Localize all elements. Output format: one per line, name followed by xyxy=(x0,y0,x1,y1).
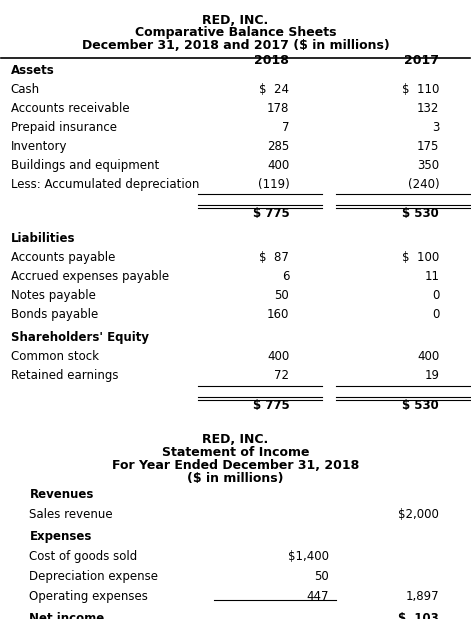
Text: 447: 447 xyxy=(307,590,329,603)
Text: Accrued expenses payable: Accrued expenses payable xyxy=(11,270,169,283)
Text: $  24: $ 24 xyxy=(260,83,289,96)
Text: Cost of goods sold: Cost of goods sold xyxy=(30,550,138,563)
Text: Sales revenue: Sales revenue xyxy=(30,508,113,521)
Text: 0: 0 xyxy=(432,308,439,321)
Text: $ 775: $ 775 xyxy=(252,399,289,412)
Text: 2018: 2018 xyxy=(254,54,289,67)
Text: 160: 160 xyxy=(267,308,289,321)
Text: 0: 0 xyxy=(432,289,439,302)
Text: $  103: $ 103 xyxy=(398,612,439,619)
Text: Retained earnings: Retained earnings xyxy=(11,370,118,383)
Text: Less: Accumulated depreciation: Less: Accumulated depreciation xyxy=(11,178,199,191)
Text: (119): (119) xyxy=(258,178,289,191)
Text: December 31, 2018 and 2017 ($ in millions): December 31, 2018 and 2017 ($ in million… xyxy=(81,39,390,52)
Text: Buildings and equipment: Buildings and equipment xyxy=(11,158,159,171)
Text: Depreciation expense: Depreciation expense xyxy=(30,570,158,583)
Text: Operating expenses: Operating expenses xyxy=(30,590,148,603)
Text: 400: 400 xyxy=(417,350,439,363)
Text: 350: 350 xyxy=(417,158,439,171)
Text: Liabilities: Liabilities xyxy=(11,232,75,245)
Text: 72: 72 xyxy=(274,370,289,383)
Text: 2017: 2017 xyxy=(404,54,439,67)
Text: 3: 3 xyxy=(432,121,439,134)
Text: Accounts payable: Accounts payable xyxy=(11,251,115,264)
Text: For Year Ended December 31, 2018: For Year Ended December 31, 2018 xyxy=(112,459,359,472)
Text: Cash: Cash xyxy=(11,83,40,96)
Text: $1,400: $1,400 xyxy=(288,550,329,563)
Text: Shareholders' Equity: Shareholders' Equity xyxy=(11,331,149,344)
Text: RED, INC.: RED, INC. xyxy=(203,433,268,446)
Text: $ 530: $ 530 xyxy=(402,399,439,412)
Text: Net income: Net income xyxy=(30,612,105,619)
Text: Revenues: Revenues xyxy=(30,488,94,501)
Text: 19: 19 xyxy=(424,370,439,383)
Text: RED, INC.: RED, INC. xyxy=(203,14,268,27)
Text: (240): (240) xyxy=(407,178,439,191)
Text: $ 530: $ 530 xyxy=(402,207,439,220)
Text: Accounts receivable: Accounts receivable xyxy=(11,102,130,115)
Text: ($ in millions): ($ in millions) xyxy=(187,472,284,485)
Text: Comparative Balance Sheets: Comparative Balance Sheets xyxy=(135,27,336,40)
Text: 285: 285 xyxy=(267,140,289,153)
Text: 50: 50 xyxy=(275,289,289,302)
Text: $  100: $ 100 xyxy=(402,251,439,264)
Text: Notes payable: Notes payable xyxy=(11,289,96,302)
Text: 132: 132 xyxy=(417,102,439,115)
Text: $ 775: $ 775 xyxy=(252,207,289,220)
Text: $  87: $ 87 xyxy=(260,251,289,264)
Text: Common stock: Common stock xyxy=(11,350,99,363)
Text: 7: 7 xyxy=(282,121,289,134)
Text: 50: 50 xyxy=(315,570,329,583)
Text: 400: 400 xyxy=(267,350,289,363)
Text: Bonds payable: Bonds payable xyxy=(11,308,98,321)
Text: Prepaid insurance: Prepaid insurance xyxy=(11,121,117,134)
Text: 400: 400 xyxy=(267,158,289,171)
Text: Expenses: Expenses xyxy=(30,530,92,543)
Text: 1,897: 1,897 xyxy=(406,590,439,603)
Text: 178: 178 xyxy=(267,102,289,115)
Text: Statement of Income: Statement of Income xyxy=(162,446,309,459)
Text: Assets: Assets xyxy=(11,64,55,77)
Text: $  110: $ 110 xyxy=(402,83,439,96)
Text: 6: 6 xyxy=(282,270,289,283)
Text: 11: 11 xyxy=(424,270,439,283)
Text: 175: 175 xyxy=(417,140,439,153)
Text: Inventory: Inventory xyxy=(11,140,67,153)
Text: $2,000: $2,000 xyxy=(398,508,439,521)
